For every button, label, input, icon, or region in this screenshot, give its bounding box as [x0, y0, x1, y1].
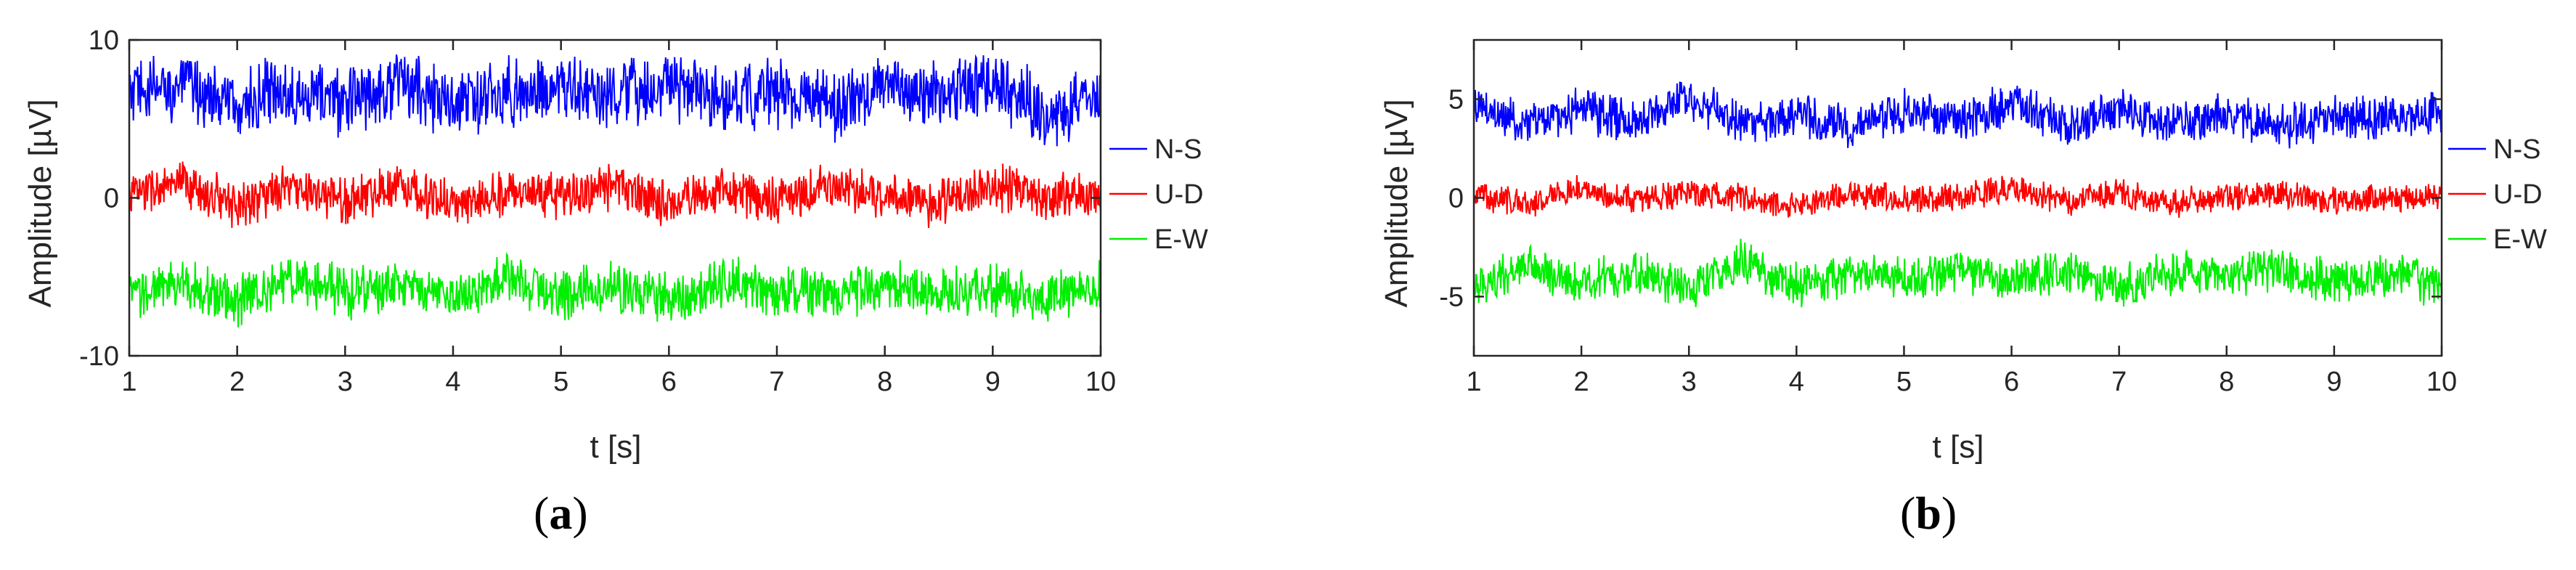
series-line-n-s [1473, 81, 2442, 149]
x-tick-label: 10 [2426, 367, 2457, 397]
series-line-n-s [129, 54, 1101, 147]
x-tick-label: 8 [877, 367, 892, 397]
y-tick-label: -5 [1439, 282, 1464, 312]
y-tick-label: 5 [1448, 85, 1464, 115]
x-tick-label: 6 [661, 367, 677, 397]
series-line-e-w [1473, 238, 2442, 309]
legend-label-n-s: N-S [1154, 134, 1202, 165]
x-tick-label: 1 [121, 367, 136, 397]
plot-area-a: 1 2 3 4 5 6 7 8 9 10 -10 0 10 [79, 25, 1116, 397]
x-axis-label-b: t [s] [1933, 429, 1984, 465]
x-axis-label-a: t [s] [590, 429, 642, 465]
plot-area-b: 1 2 3 4 5 6 7 8 9 10 -5 0 5 [1439, 38, 2457, 397]
legend-label-u-d: U-D [2493, 179, 2543, 210]
y-axis-label-b: Amplitude [µV] [1379, 99, 1414, 307]
x-tick-label: 7 [769, 367, 784, 397]
x-tick-label: 5 [553, 367, 568, 397]
y-tick-label: -10 [79, 341, 119, 372]
legend-label-e-w: E-W [2493, 224, 2547, 255]
series-line-u-d [129, 161, 1101, 228]
y-tick-label: 0 [104, 184, 119, 214]
x-tick-label: 3 [338, 367, 353, 397]
x-tick-label: 9 [2326, 367, 2341, 397]
x-tick-label: 4 [445, 367, 460, 397]
x-tick-label: 4 [1789, 367, 1804, 397]
legend-label-u-d: U-D [1154, 179, 1204, 210]
legend-b: N-S U-D E-W [2448, 134, 2547, 255]
x-tick-label: 9 [985, 367, 1000, 397]
x-tick-label: 6 [2004, 367, 2019, 397]
panel-label-a: (a) [534, 487, 588, 539]
series-line-u-d [1473, 175, 2442, 218]
x-tick-label: 2 [229, 367, 245, 397]
panel-label-b: (b) [1900, 487, 1957, 539]
x-tick-label: 8 [2219, 367, 2234, 397]
legend-a: N-S U-D E-W [1109, 134, 1208, 255]
x-tick-label: 10 [1085, 367, 1116, 397]
y-tick-label: 10 [89, 25, 119, 56]
y-tick-label: 0 [1448, 184, 1464, 214]
x-tick-label: 7 [2111, 367, 2127, 397]
x-tick-label: 1 [1466, 367, 1481, 397]
legend-label-e-w: E-W [1154, 224, 1208, 255]
chart-panel-a: Amplitude [µV] t [s] 1 2 3 4 5 6 7 8 9 10 -10 0 10 N… [23, 25, 1208, 539]
x-tick-label: 5 [1896, 367, 1912, 397]
y-axis-label-a: Amplitude [µV] [23, 99, 58, 307]
x-tick-label: 3 [1682, 367, 1697, 397]
series-line-e-w [129, 252, 1101, 327]
chart-panel-b: Amplitude [µV] t [s] 1 2 3 4 5 6 7 8 9 10 -5 0 5 N-S… [1379, 38, 2547, 539]
legend-label-n-s: N-S [2493, 134, 2540, 165]
x-tick-label: 2 [1574, 367, 1589, 397]
